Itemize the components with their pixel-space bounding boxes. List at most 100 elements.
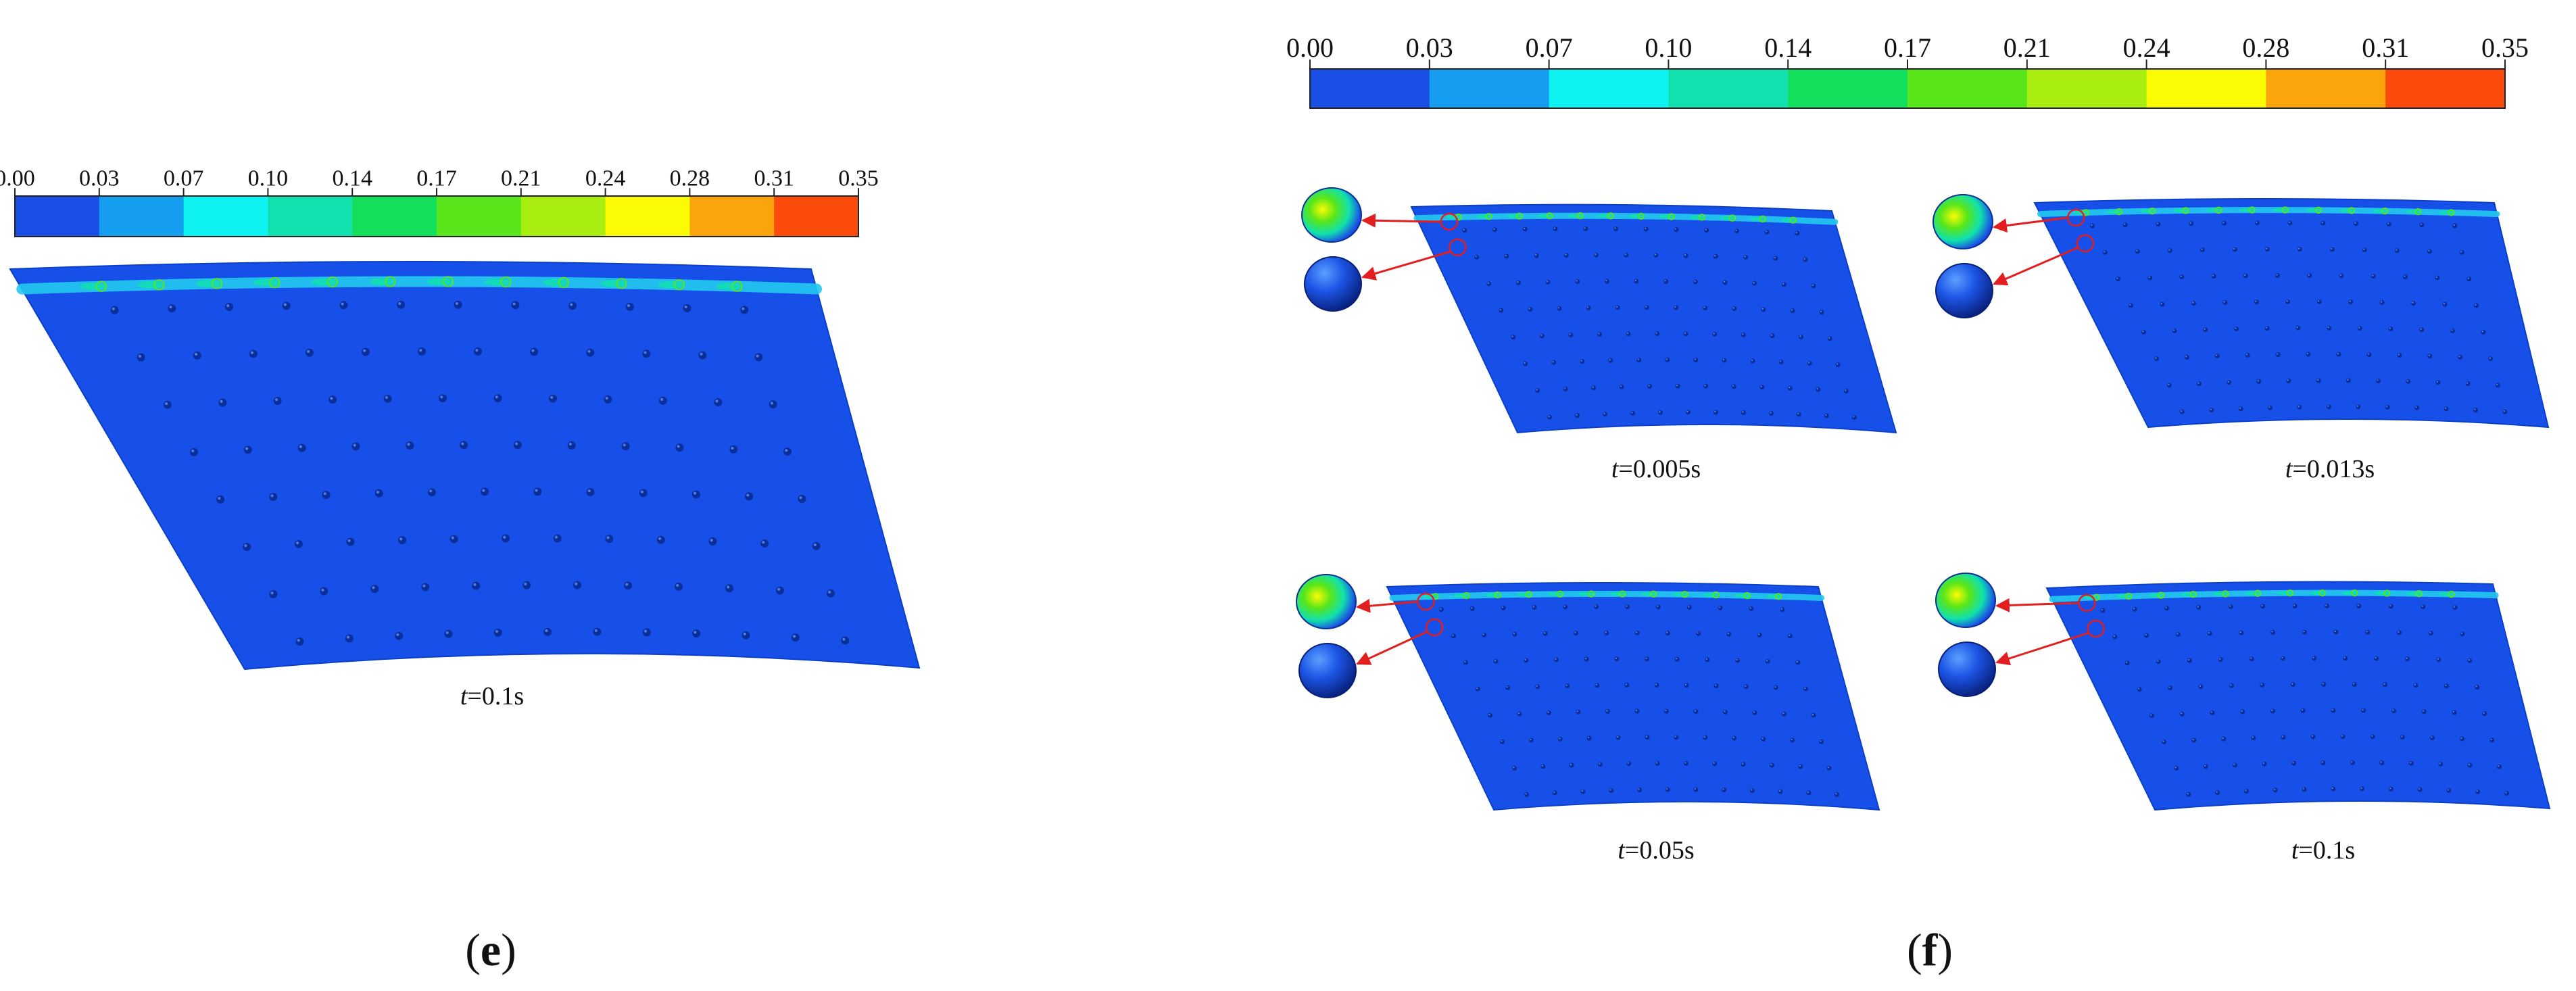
- panel-f-1-film-dimple: [1698, 214, 1706, 221]
- panel-f-1-dimple-highlight: [1475, 256, 1477, 258]
- panel-f-3-dimple: [1781, 711, 1787, 717]
- colorbar-f-tick-label-2: 0.07: [1526, 32, 1573, 63]
- panel-f-3-film-band: [1389, 591, 1824, 601]
- panel-f-4-dimple: [2168, 685, 2173, 691]
- panel-f-3-dimple: [1718, 605, 1723, 610]
- panel-f-2-dimple-highlight: [2212, 274, 2214, 276]
- panel-f-2-dimple-highlight: [2503, 410, 2506, 412]
- panel-e-dimple-highlight: [270, 591, 274, 595]
- panel-f-3-dimple: [1693, 787, 1699, 792]
- panel-f-2-dimple-highlight: [2481, 331, 2484, 333]
- panel-e-dimple: [137, 353, 145, 362]
- panel-f-4-dimple: [2273, 788, 2278, 793]
- panel-e-dimple: [513, 441, 522, 450]
- panel-e-dimple-highlight: [554, 535, 558, 539]
- panel-f-4-dimple-highlight: [2165, 606, 2167, 608]
- panel-f-3-dimple-highlight: [1684, 683, 1687, 686]
- panel-f-1-dimple-highlight: [1557, 307, 1560, 309]
- panel-e-dimple: [841, 636, 850, 645]
- panel-f-1-film-dimple: [1759, 215, 1767, 223]
- panel-f-3-dimple: [1811, 712, 1816, 718]
- panel-e-dimple-highlight: [623, 443, 626, 447]
- panel-f-3-dimple-highlight: [1782, 712, 1784, 715]
- panel-f-2-film-dimple: [2115, 208, 2123, 216]
- colorbar-e-tick-label-10: 0.35: [838, 166, 879, 191]
- panel-f-1-dimple: [1643, 226, 1649, 232]
- panel-f-1-dimple-highlight: [1812, 284, 1814, 287]
- panel-f-2-dimple-highlight: [2475, 304, 2477, 306]
- panel-e-dimple: [249, 349, 258, 358]
- panel-f-1-dimple-highlight: [1637, 358, 1640, 360]
- panel-e-dimple: [775, 586, 784, 595]
- panel-f-2-inset-sphere-hot: [1933, 194, 1993, 249]
- panel-f-1-film-dimple: [1637, 212, 1645, 220]
- panel-f-3-dimple: [1798, 764, 1803, 769]
- panel-e-film-dimple: [558, 276, 570, 289]
- panel-f-2-dimple: [2227, 380, 2232, 385]
- panel-f-2-dimple: [2254, 220, 2260, 226]
- panel-f-1-dimple-highlight: [1799, 335, 1801, 337]
- panel-f-1-dimple-highlight: [1845, 389, 1847, 391]
- panel-e-dimple: [533, 487, 542, 496]
- panel-f-1-dimple: [1644, 305, 1649, 310]
- panel-f-3-dimple: [1757, 632, 1762, 637]
- panel-e-dimple: [729, 445, 738, 454]
- panel-e-dimple: [812, 541, 821, 550]
- panel-e-film-dimple: [211, 278, 223, 289]
- panel-f-4-dimple-highlight: [2260, 683, 2263, 685]
- panel-e-dimple: [282, 301, 291, 310]
- panel-f-4-dimple: [2452, 605, 2458, 610]
- panel-f-2-dimple: [2191, 301, 2196, 306]
- panel-f-2-dimple: [2254, 299, 2259, 305]
- panel-f-4-dimple-highlight: [2125, 661, 2128, 664]
- panel-f-2-dimple: [2362, 247, 2367, 253]
- panel-f-2-dimple: [2376, 378, 2381, 383]
- panel-f-3-dimple: [1438, 607, 1444, 612]
- panel-f-4-dimple: [2260, 604, 2266, 609]
- panel-f-4-dimple-highlight: [2460, 737, 2462, 740]
- panel-e-dimple-highlight: [727, 585, 730, 589]
- panel-f-2-dimple: [2442, 301, 2448, 307]
- panel-f-1-dimple-highlight: [1534, 253, 1537, 256]
- panel-f-1-dimple-highlight: [1807, 362, 1810, 364]
- panel-f-2-arrow-b: [1993, 246, 2079, 286]
- panel-e-dimple-highlight: [756, 354, 759, 358]
- panel-f-3-dimple-highlight: [1807, 791, 1809, 794]
- panel-f-1-dimple: [1816, 387, 1821, 392]
- panel-f-2-dimple-highlight: [2129, 304, 2131, 306]
- panel-f-4-dimple-highlight: [2483, 712, 2485, 714]
- panel-f-2-dimple-highlight: [2148, 276, 2150, 279]
- panel-f-4-film-dimple: [2254, 589, 2262, 597]
- panel-e-dimple-highlight: [743, 632, 746, 635]
- panel-f-1-arrow-a: [1361, 213, 1442, 228]
- panel-f-2-dimple-highlight: [2337, 352, 2339, 355]
- panel-f-4-marker-circle-b: [2087, 619, 2105, 638]
- panel-f-1-dimple-highlight: [1523, 227, 1526, 230]
- panel-f-4-dimple-highlight: [2271, 709, 2273, 712]
- panel-e-dimple-highlight: [777, 587, 781, 591]
- panel-f-2-dimple: [2388, 327, 2393, 332]
- panel-f-1-dimple-highlight: [1782, 283, 1784, 285]
- panel-e-film-streak: [716, 283, 742, 290]
- panel-e-dimple-highlight: [330, 397, 333, 400]
- panel-f-2-dimple: [2275, 273, 2281, 279]
- panel-e-dimple-highlight: [524, 582, 527, 585]
- panel-f-3-dimple-highlight: [1751, 789, 1753, 791]
- panel-f-2-dimple-highlight: [2116, 277, 2118, 279]
- panel-f-1-dimple: [1750, 358, 1755, 364]
- panel-f-3-dimple-highlight: [1789, 634, 1791, 637]
- panel-f-4-dimple: [2262, 761, 2267, 767]
- panel-f-4-dimple: [2149, 713, 2154, 719]
- panel-e-dimple-highlight: [677, 445, 680, 448]
- panel-f-1-dimple: [1768, 410, 1774, 416]
- panel-f-2-film-streak: [2406, 210, 2421, 214]
- panel-f-1-dimple: [1594, 252, 1599, 258]
- panel-f-2-dimple: [2211, 274, 2216, 279]
- colorbar-f-tick-label-7: 0.24: [2123, 32, 2170, 63]
- panel-f-1-inset-sphere-blue: [1304, 256, 1362, 312]
- panel-f-4-dimple-highlight: [2230, 684, 2232, 686]
- panel-f-2-dimple: [2203, 327, 2208, 333]
- panel-f-2-dimple-highlight: [2474, 408, 2476, 410]
- panel-e-dimple: [826, 589, 835, 598]
- panel-f-plate-3: [1296, 574, 1880, 811]
